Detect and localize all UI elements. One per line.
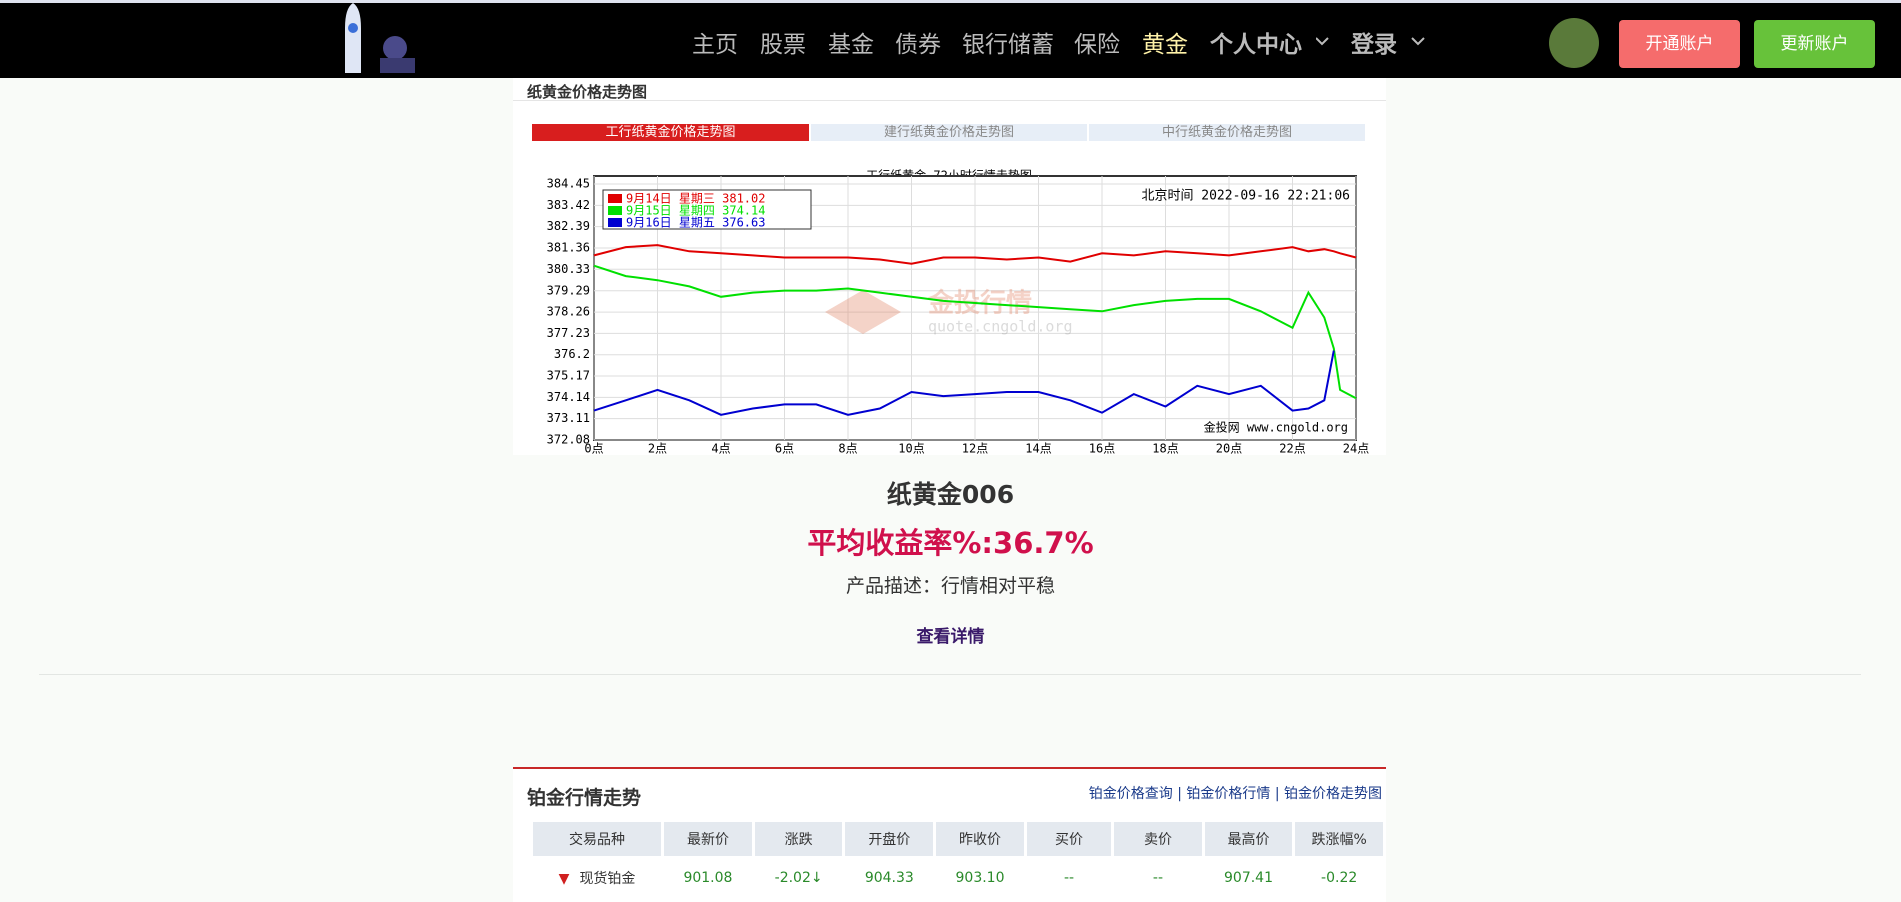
x-tick-label: 24点 [1343,442,1369,456]
header-cell: 涨跌 [754,822,843,856]
legend-label: 9月16日 星期五 376.63 [626,216,765,230]
table-row: ▼ 现货铂金 901.08 -2.02↓ 904.33 903.10 -- -- 907.41 -… [533,859,1383,897]
legend-swatch [608,194,622,203]
table-cell: -- [1064,870,1075,886]
divider [513,100,1386,101]
y-tick-label: 378.26 [547,305,590,319]
price-chart: 工行纸黄金 72小时行情走势图372.08373.11374.14375.173… [547,168,1370,456]
y-tick-label: 379.29 [547,283,590,297]
table-cell: -- [1152,870,1164,886]
table-header: 交易品种 最新价 涨跌 开盘价 昨收价 买价 卖价 最高价 跌涨幅% [533,822,1383,856]
y-tick-label: 384.45 [547,177,590,191]
watermark-logo [825,290,901,334]
watermark-url: quote.cngold.org [928,318,1073,336]
nav-item[interactable]: 股票 [760,32,806,58]
header-cell: 卖价 [1114,822,1202,856]
nav-item[interactable]: 债券 [895,32,941,58]
series-line [593,350,1335,416]
source: 金投网 www.cngold.org [1204,420,1348,435]
legend-box [602,189,812,230]
x-tick-label: 14点 [1025,442,1051,456]
header-cell: 跌涨幅% [1295,822,1383,856]
y-tick-label: 374.14 [547,390,590,404]
nav-item[interactable]: 保险 [1074,32,1120,58]
x-tick-label: 12点 [962,442,988,456]
x-tick-label: 10点 [898,442,924,456]
product-name: 纸黄金006 [886,480,1015,509]
y-tick-label: 381.36 [547,240,590,254]
quote-table: 交易品种 最新价 涨跌 开盘价 昨收价 买价 卖价 最高价 跌涨幅% ▼ 现货铂金 901.08 -2.… [530,819,1386,900]
legend-label: 9月15日 星期四 374.14 [626,204,765,218]
table-cell: 904.33 [864,870,914,886]
link[interactable]: 铂金价格走势图 [1284,786,1382,802]
y-tick-label: 375.17 [547,369,590,383]
table-cell: -0.22 [1321,870,1358,886]
open-account-button[interactable]: 开通账户 [1619,20,1740,68]
x-tick-label: 4点 [711,442,730,456]
nav-item[interactable]: 银行储蓄 [962,32,1054,58]
legend-swatch [608,218,622,227]
header-cell: 开盘价 [845,822,934,856]
tab[interactable]: 建行纸黄金价格走势图 [811,124,1087,141]
tab[interactable]: 工行纸黄金价格走势图 [532,124,809,141]
x-tick-label: 16点 [1089,442,1115,456]
x-tick-label: 2点 [648,442,667,456]
platinum-title: 铂金行情走势 [527,787,642,809]
y-tick-label: 372.08 [547,433,590,447]
y-tick-label: 377.23 [547,326,590,340]
x-tick-label: 8点 [838,442,857,456]
x-tick-label: 18点 [1152,442,1178,456]
nav-item[interactable]: 主页 [692,32,738,58]
link[interactable]: 铂金价格查询 [1088,786,1173,802]
divider [39,674,1861,675]
x-tick-label: 6点 [775,442,794,456]
header-cell: 昨收价 [936,822,1024,856]
navbar: 主页 股票 基金 债券 银行储蓄 保险 黄金 个人中心 登录 开通账户 更新账户 [0,0,1901,78]
x-tick-label: 0点 [584,442,603,456]
down-icon: ▼ [558,871,570,887]
logo [345,3,415,73]
x-tick-label: 22点 [1279,442,1305,456]
header-cell: 买价 [1026,822,1112,856]
table-cell: -2.02↓ [774,870,823,886]
product-rate: 平均收益率%:36.7% [807,526,1094,560]
legend-swatch [608,206,622,215]
timestamp: 北京时间 2022-09-16 22:21:06 [1141,189,1350,204]
nav-item[interactable]: 登录 [1351,32,1397,58]
table-cell: 903.10 [955,870,1005,886]
dropdown-arrows [1316,37,1425,46]
platinum-panel: 铂金行情走势 铂金价格查询 | 铂金价格行情 | 铂金价格走势图 交易品种 最新价… [513,767,1386,902]
nav-item[interactable]: 黄金 [1142,32,1188,58]
detail-link[interactable]: 查看详情 [916,627,985,647]
table-cell: 907.41 [1224,870,1273,886]
platinum-links: 铂金价格查询 | 铂金价格行情 | 铂金价格走势图 [1088,786,1382,802]
update-account-button[interactable]: 更新账户 [1754,20,1875,68]
series-line [593,244,1357,265]
y-tick-label: 376.2 [554,347,590,361]
nav-item[interactable]: 基金 [828,32,874,58]
link[interactable]: 铂金价格行情 [1186,786,1271,802]
table-cell: 901.08 [683,870,733,886]
product-desc: 产品描述：行情相对平稳 [845,575,1055,597]
nav-item[interactable]: 个人中心 [1210,32,1302,58]
tab[interactable]: 中行纸黄金价格走势图 [1089,124,1365,141]
legend-label: 9月14日 星期三 381.02 [626,192,765,206]
y-tick-label: 382.39 [547,219,590,233]
series-line [593,264,1357,400]
section-title: 纸黄金价格走势图 [527,83,648,101]
x-tick-label: 20点 [1216,442,1242,456]
table-cell: ▼ 现货铂金 [558,871,636,887]
header-cell: 交易品种 [533,822,662,856]
header-cell: 最新价 [664,822,752,856]
y-tick-label: 373.11 [547,411,590,425]
y-tick-label: 380.33 [547,262,590,276]
y-tick-label: 383.42 [547,198,590,212]
header-cell: 最高价 [1204,822,1293,856]
avatar[interactable] [1549,18,1599,68]
